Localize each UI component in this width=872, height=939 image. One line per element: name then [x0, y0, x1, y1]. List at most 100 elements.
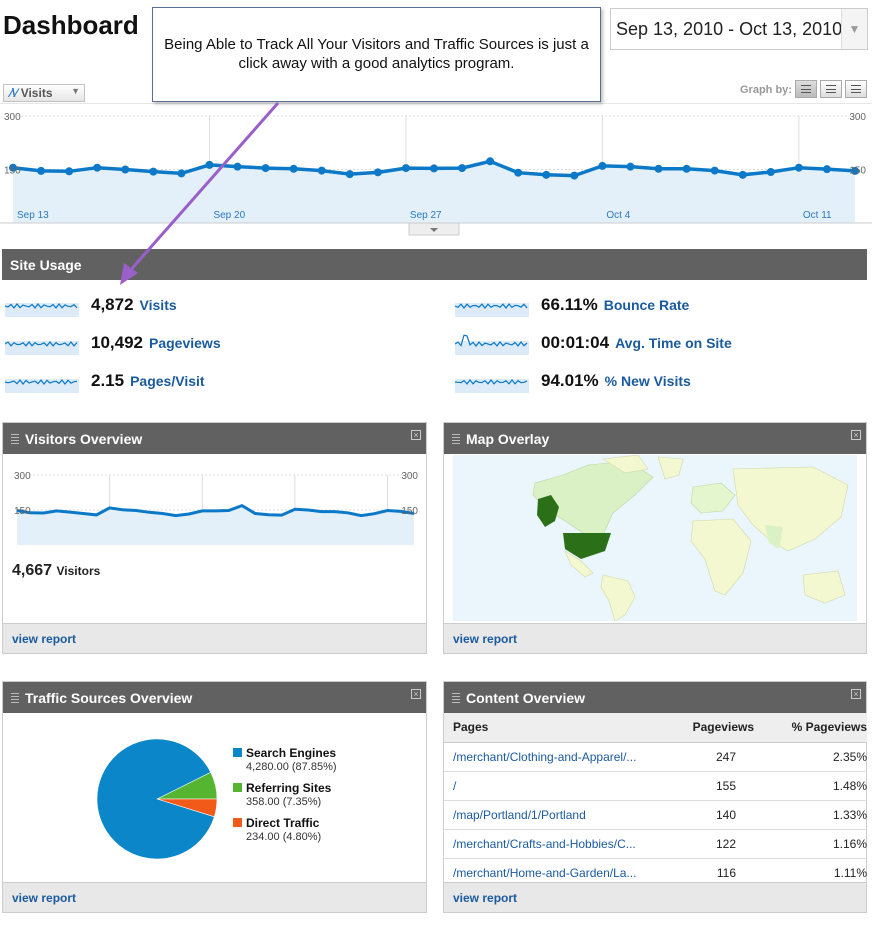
data-point[interactable] — [654, 164, 663, 173]
metric-label-link[interactable]: Visits — [139, 297, 177, 313]
data-point[interactable] — [486, 157, 495, 166]
traffic-sources-title: Traffic Sources Overview — [25, 690, 193, 706]
metric-label-link[interactable]: % New Visits — [604, 373, 691, 389]
view-report-link[interactable]: view report — [3, 623, 426, 653]
close-icon[interactable]: × — [411, 689, 421, 699]
legend-swatch — [233, 748, 242, 757]
data-point[interactable] — [205, 160, 214, 169]
graph-by-label: Graph by: — [740, 84, 792, 96]
callout-arrow — [120, 102, 280, 285]
table-row: /map/Portland/1/Portland 140 1.33% — [444, 800, 867, 830]
date-range-picker[interactable]: Sep 13, 2010 - Oct 13, 2010 ▼ — [610, 8, 868, 50]
view-report-link[interactable]: view report — [3, 882, 426, 912]
data-point[interactable] — [710, 166, 719, 175]
callout-box: Being Able to Track All Your Visitors an… — [152, 7, 601, 102]
drag-handle-icon[interactable] — [11, 693, 19, 703]
sparkline-icon — [455, 334, 529, 355]
drag-handle-icon[interactable] — [11, 434, 19, 444]
x-tick-label: Sep 13 — [17, 210, 49, 221]
column-header-pageviews[interactable]: Pageviews — [659, 713, 754, 743]
pie-slice[interactable] — [96, 738, 215, 860]
pct-pageviews-cell: 1.48% — [754, 771, 867, 801]
data-point[interactable] — [233, 162, 242, 171]
data-point[interactable] — [822, 165, 831, 174]
close-icon[interactable]: × — [411, 430, 421, 440]
data-point[interactable] — [261, 164, 270, 173]
pageviews-cell: 247 — [659, 742, 754, 772]
page-link[interactable]: /merchant/Crafts-and-Hobbies/C... — [444, 829, 659, 859]
visitors-overview-header[interactable]: Visitors Overview — [3, 423, 426, 454]
site-usage-metric: 10,492 Pageviews — [5, 333, 425, 355]
map-overlay-title: Map Overlay — [466, 431, 550, 447]
map-overlay-header[interactable]: Map Overlay — [444, 423, 866, 454]
data-point[interactable] — [682, 164, 691, 173]
data-point[interactable] — [766, 167, 775, 176]
legend-name: Search Engines — [246, 746, 337, 760]
graph-by-day-button[interactable] — [795, 80, 817, 98]
page-link[interactable]: / — [444, 771, 659, 801]
data-point[interactable] — [149, 167, 158, 176]
world-map[interactable] — [453, 455, 857, 621]
legend-name: Direct Traffic — [246, 816, 320, 830]
table-row: /155 1.48% — [444, 771, 867, 801]
list-icon — [826, 85, 836, 93]
data-point[interactable] — [289, 164, 298, 173]
column-header-pages[interactable]: Pages — [444, 713, 659, 743]
page-link[interactable]: /merchant/Clothing-and-Apparel/... — [444, 742, 659, 772]
pageviews-cell: 122 — [659, 829, 754, 859]
drag-handle-icon[interactable] — [452, 693, 460, 703]
data-point[interactable] — [177, 169, 186, 178]
data-point[interactable] — [542, 170, 551, 179]
graph-by-month-button[interactable] — [845, 80, 867, 98]
series-line — [16, 503, 415, 518]
metric-label-link[interactable]: Pages/Visit — [130, 373, 205, 389]
data-point[interactable] — [373, 168, 382, 177]
data-point[interactable] — [9, 163, 17, 172]
data-point[interactable] — [738, 170, 747, 179]
metric-value: 66.11% Bounce Rate — [541, 295, 689, 315]
data-point[interactable] — [345, 170, 354, 179]
date-range-label: Sep 13, 2010 - Oct 13, 2010 — [616, 19, 843, 39]
page-link[interactable]: /map/Portland/1/Portland — [444, 800, 659, 830]
data-point[interactable] — [598, 161, 607, 170]
graph-by-week-button[interactable] — [820, 80, 842, 98]
y-tick-label-left: 150 — [4, 166, 21, 177]
metric-number: 4,872 — [91, 295, 134, 314]
metric-number: 94.01% — [541, 371, 599, 390]
traffic-sources-header[interactable]: Traffic Sources Overview — [3, 682, 426, 713]
close-icon[interactable]: × — [851, 430, 861, 440]
legend-value: 358.00 (7.35%) — [246, 796, 322, 808]
data-point[interactable] — [93, 163, 102, 172]
series-area — [17, 505, 414, 545]
drag-handle-icon[interactable] — [452, 434, 460, 444]
data-point[interactable] — [401, 164, 410, 173]
close-icon[interactable]: × — [851, 689, 861, 699]
data-point[interactable] — [626, 162, 635, 171]
data-point[interactable] — [37, 166, 46, 175]
data-point[interactable] — [851, 166, 859, 175]
data-point[interactable] — [458, 164, 467, 173]
data-point[interactable] — [794, 163, 803, 172]
data-point[interactable] — [514, 168, 523, 177]
chevron-down-icon[interactable]: ▼ — [841, 9, 867, 49]
data-point[interactable] — [570, 171, 579, 180]
column-header-pct-pageviews[interactable]: % Pageviews — [754, 713, 867, 743]
x-tick-label: Sep 27 — [410, 210, 442, 221]
view-report-link[interactable]: view report — [444, 882, 866, 912]
view-report-link[interactable]: view report — [444, 623, 866, 653]
legend-swatch — [233, 783, 242, 792]
metric-value: 4,872 Visits — [91, 295, 177, 315]
data-point[interactable] — [317, 166, 326, 175]
legend-value: 234.00 (4.80%) — [246, 831, 322, 843]
metric-label-link[interactable]: Avg. Time on Site — [615, 335, 732, 351]
y-tick-label-right: 300 — [401, 471, 418, 482]
content-overview-header[interactable]: Content Overview — [444, 682, 866, 713]
visitors-overview-panel: Visitors Overview × 300 300 150 150 4,667 V… — [2, 422, 427, 654]
metric-label-link[interactable]: Bounce Rate — [603, 297, 690, 313]
chart-resize-handle[interactable] — [408, 222, 460, 236]
data-point[interactable] — [430, 164, 438, 173]
data-point[interactable] — [65, 167, 74, 176]
metric-label-link[interactable]: Pageviews — [149, 335, 221, 351]
metric-select[interactable]: ⁄\⁄ Visits ▼ — [3, 84, 85, 102]
data-point[interactable] — [121, 165, 130, 174]
